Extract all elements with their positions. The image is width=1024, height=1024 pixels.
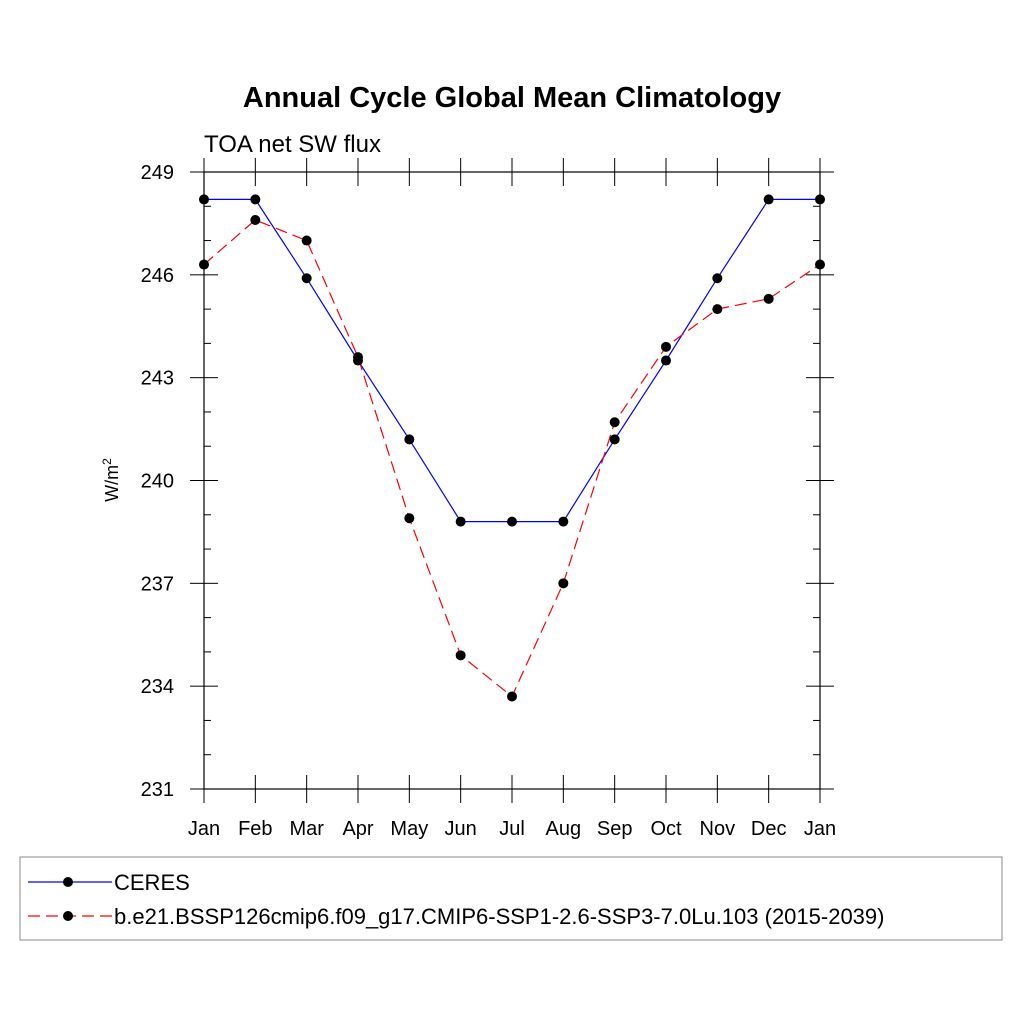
legend-box <box>19 856 1003 941</box>
series-1-point <box>301 273 312 284</box>
x-tick-label: Oct <box>650 818 682 840</box>
y-axis-label-unit: W/m <box>102 465 122 502</box>
series-1-point <box>250 194 261 205</box>
legend-items: CERES b.e21.BSSP126cmip6.f09_g17.CMIP6-SS… <box>28 870 884 929</box>
x-tick-label: Dec <box>751 818 787 840</box>
x-tick-label: Jan <box>804 818 836 840</box>
chart-subtitle: TOA net SW flux <box>204 131 381 158</box>
x-tick-label: Feb <box>238 818 272 840</box>
y-tick-label: 237 <box>141 573 174 595</box>
y-tick-label: 249 <box>141 162 174 184</box>
series-1-point <box>558 516 569 527</box>
series-1-point <box>609 434 620 445</box>
series-2-point <box>712 304 723 315</box>
series-2-point <box>609 417 620 428</box>
legend-swatch-marker <box>63 911 73 921</box>
y-tick-label: 234 <box>141 676 174 698</box>
series-2-point <box>301 235 312 246</box>
x-tick-label: Nov <box>700 818 736 840</box>
x-tick-label: Aug <box>546 818 582 840</box>
x-tick-label: May <box>390 818 428 840</box>
series-1-point <box>712 273 723 284</box>
series-1-point <box>404 434 415 445</box>
series-2-point <box>250 214 261 225</box>
series-2-point <box>455 650 466 661</box>
legend-label: CERES <box>114 870 190 895</box>
series-1-point <box>815 194 825 205</box>
y-axis: 231 234 237 240 243 246 249 <box>141 162 834 801</box>
legend: CERES b.e21.BSSP126cmip6.f09_g17.CMIP6-SS… <box>19 856 1003 941</box>
legend-label: b.e21.BSSP126cmip6.f09_g17.CMIP6-SSP1-2.… <box>114 904 884 929</box>
y-tick-label: 243 <box>141 368 174 390</box>
series-1-point <box>763 194 774 205</box>
series-1-point <box>199 194 209 205</box>
series-2-point <box>558 578 569 589</box>
series-2-point <box>199 259 209 270</box>
x-axis: Jan Feb Mar Apr May Jun Jul Aug Sep Oct Nov Dec Jan <box>188 158 836 840</box>
series-1-point <box>455 516 466 527</box>
legend-swatch-marker <box>63 877 73 887</box>
x-tick-label: Apr <box>342 818 373 840</box>
series-1-point <box>661 355 671 366</box>
chart-title: Annual Cycle Global Mean Climatology <box>243 82 781 114</box>
series-2-point <box>763 293 774 304</box>
series-2-point <box>353 352 363 363</box>
series-layer <box>199 194 825 702</box>
x-tick-label: Sep <box>597 818 633 840</box>
series-2-point <box>404 513 415 524</box>
series-2-point <box>815 259 825 270</box>
x-tick-label: Jul <box>499 818 525 840</box>
series-2-point <box>507 691 517 702</box>
x-tick-label: Jan <box>188 818 220 840</box>
x-tick-label: Jun <box>445 818 477 840</box>
y-axis-label: W/m2 <box>100 458 122 502</box>
series-line-1 <box>204 198 820 523</box>
y-tick-label: 246 <box>141 265 174 287</box>
y-tick-label: 240 <box>141 471 174 493</box>
series-1-point <box>507 516 517 527</box>
series-line-2 <box>203 219 821 698</box>
series-2-point <box>661 341 671 352</box>
y-axis-label-exponent: 2 <box>100 458 114 465</box>
y-tick-label: 231 <box>141 779 174 801</box>
x-tick-label: Mar <box>289 818 324 840</box>
